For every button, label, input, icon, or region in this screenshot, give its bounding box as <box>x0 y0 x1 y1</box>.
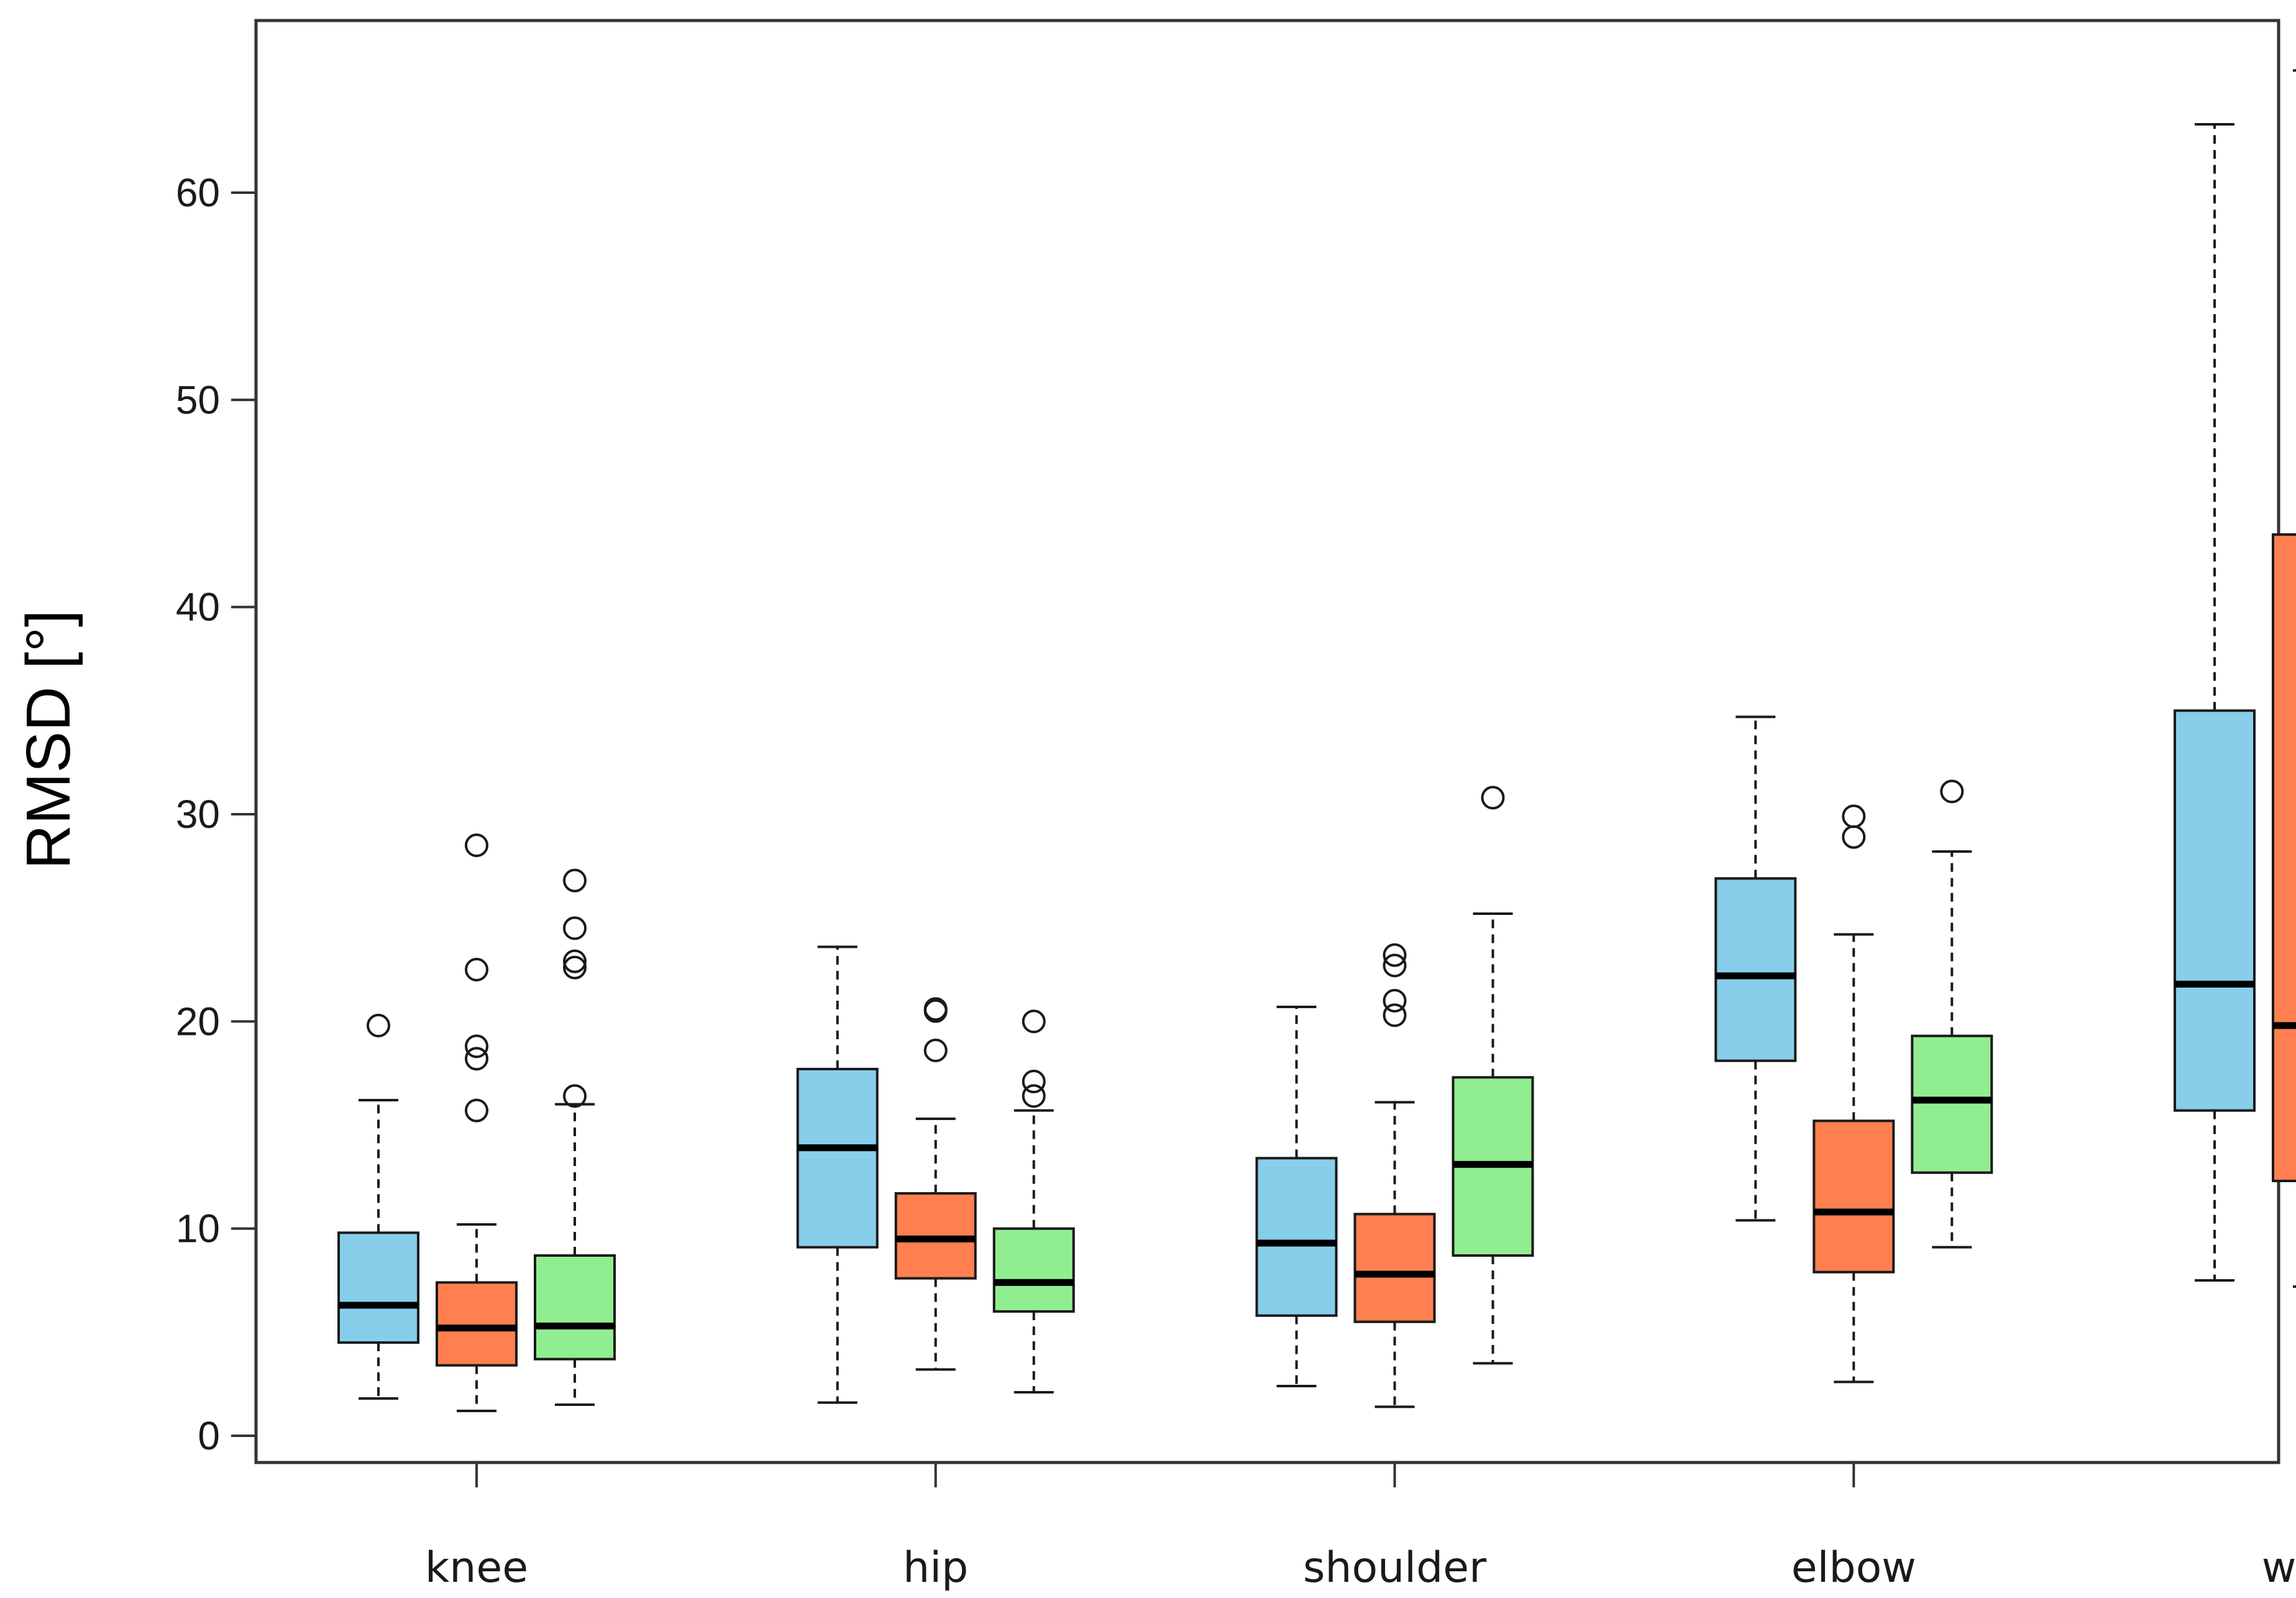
box-series-1 <box>2174 123 2256 1282</box>
box-iqr <box>1353 1213 1436 1323</box>
box-iqr <box>2272 533 2296 1182</box>
outlier-point <box>1022 1084 1046 1108</box>
y-axis: 0 10 20 30 40 50 60 <box>176 170 256 1458</box>
outlier-point <box>1842 804 1866 829</box>
outlier-point <box>563 868 587 893</box>
box-group-elbow <box>1714 715 1993 1384</box>
y-axis-title: RMSD [°] <box>14 610 83 870</box>
outlier-point <box>1940 779 1964 804</box>
box-series-2 <box>436 833 518 1412</box>
box-iqr <box>337 1231 419 1344</box>
box-iqr <box>436 1281 518 1367</box>
outlier-point <box>1481 786 1505 810</box>
y-tick-label: 0 <box>198 1413 220 1458</box>
box-series-1 <box>796 945 879 1404</box>
y-tick-label: 50 <box>176 377 220 422</box>
box-iqr <box>796 1068 879 1249</box>
y-tick-label: 20 <box>176 999 220 1044</box>
y-tick-label: 40 <box>176 585 220 630</box>
x-category-label-hip: hip <box>903 1543 968 1592</box>
outlier-point <box>1842 825 1866 849</box>
box-group-hip <box>796 945 1075 1404</box>
box-iqr <box>1813 1119 1895 1274</box>
outlier-point <box>1383 953 1407 978</box>
outlier-point <box>1022 1009 1046 1034</box>
outlier-point <box>367 1014 390 1037</box>
box-iqr <box>992 1227 1075 1313</box>
outlier-point <box>465 1034 488 1058</box>
outlier-point <box>1383 1003 1407 1027</box>
outlier-point <box>1383 943 1407 967</box>
outlier-point <box>923 1039 948 1062</box>
outlier-point <box>465 958 488 981</box>
box-iqr <box>1255 1157 1338 1317</box>
box-group-knee <box>337 833 616 1412</box>
outlier-point <box>563 949 587 973</box>
box-series-3 <box>1911 779 1993 1249</box>
box-iqr <box>1714 877 1797 1062</box>
y-tick-label: 60 <box>176 170 220 215</box>
box-series-2 <box>1353 943 1436 1408</box>
box-series-2 <box>1813 804 1895 1384</box>
outlier-point <box>465 1098 488 1123</box>
box-iqr <box>534 1254 616 1361</box>
box-series-2 <box>894 997 977 1371</box>
box-series-3 <box>1452 786 1534 1365</box>
outlier-point <box>465 1047 488 1071</box>
outlier-point <box>563 916 587 940</box>
box-series-2 <box>2272 69 2296 1288</box>
x-category-label-shoulder: shoulder <box>1303 1543 1486 1592</box>
box-group-wrist <box>2174 69 2296 1288</box>
outlier-point <box>465 833 488 857</box>
y-tick-label: 10 <box>176 1206 220 1251</box>
box-series-1 <box>337 1014 419 1400</box>
outlier-point <box>1022 1070 1046 1093</box>
box-iqr <box>1911 1034 1993 1174</box>
x-axis: knee hip shoulder elbow wrist <box>425 1463 2296 1592</box>
outlier-point <box>1383 989 1407 1013</box>
x-category-label-knee: knee <box>425 1543 528 1592</box>
y-tick-label: 30 <box>176 792 220 837</box>
outlier-point <box>923 997 948 1021</box>
box-iqr <box>2174 709 2256 1112</box>
outlier-point <box>563 1084 587 1108</box>
box-series-1 <box>1714 715 1797 1222</box>
box-series-3 <box>992 1009 1075 1394</box>
x-category-label-elbow: elbow <box>1791 1543 1916 1592</box>
x-category-label-wrist: wrist <box>2262 1543 2296 1592</box>
box-groups <box>337 69 2296 1412</box>
box-series-1 <box>1255 1006 1338 1387</box>
box-group-shoulder <box>1255 786 1534 1408</box>
outlier-point <box>563 955 587 980</box>
box-series-3 <box>534 868 616 1406</box>
